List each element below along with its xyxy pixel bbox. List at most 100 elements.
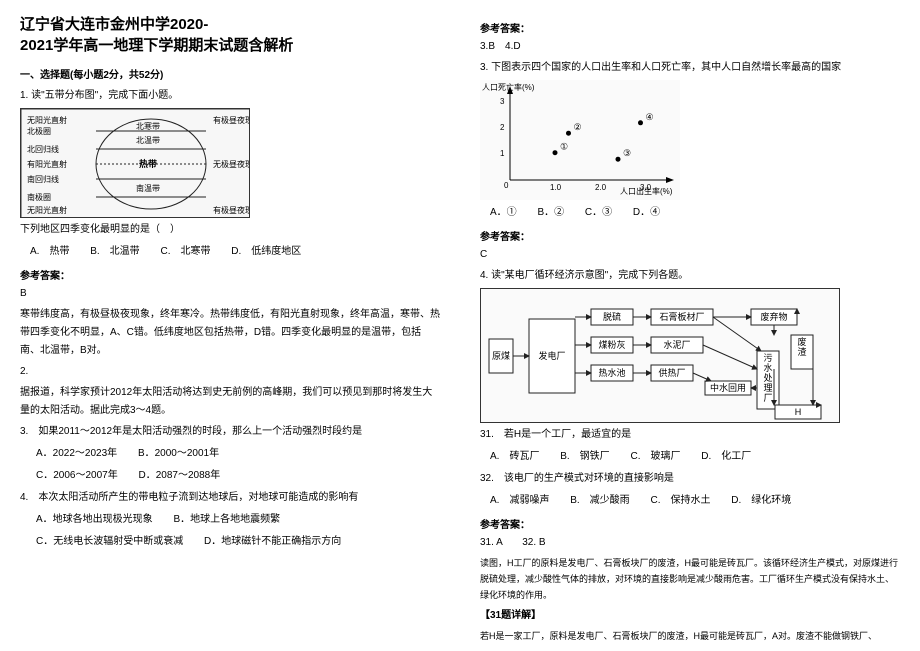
q31-detail-head: 【31题详解】 — [480, 607, 900, 625]
q2-intro: 据报道，科学家预计2012年太阳活动将达到史无前例的高峰期，我们可以预见到那时将… — [20, 384, 440, 420]
svg-text:有极昼夜现: 有极昼夜现 — [213, 205, 250, 215]
q4-opt-b: B．地球上各地地震频繁 — [173, 514, 280, 525]
scatter-chart: 人口死亡率(%) 人口出生率(%) 0 1.0 2.0 3.0 1 2 3 ①②… — [480, 80, 680, 200]
svg-text:石膏板材厂: 石膏板材厂 — [659, 311, 704, 322]
q3132-answer: 31. A 32. B — [480, 534, 900, 552]
q1-opt-d: D. 低纬度地区 — [231, 246, 301, 257]
q1-intro: 1. 读"五带分布图"，完成下面小题。 — [20, 87, 440, 105]
svg-text:南回归线: 南回归线 — [27, 174, 59, 184]
svg-text:南温带: 南温带 — [136, 183, 160, 193]
svg-text:3.0: 3.0 — [640, 183, 652, 192]
q3-options-row1: A．2022～2023年 B．2000～2001年 — [36, 445, 440, 463]
svg-text:无阳光直射: 无阳光直射 — [27, 115, 67, 125]
q32-text: 32. 该电厂的生产模式对环境的直接影响是 — [480, 470, 900, 488]
svg-text:北温带: 北温带 — [136, 136, 160, 145]
q3-options-row2: C．2006～2007年 D．2087～2088年 — [36, 467, 440, 485]
q3-opt-b: B．2000～2001年 — [138, 448, 219, 459]
svg-text:废弃物: 废弃物 — [760, 311, 787, 322]
svg-text:②: ② — [574, 122, 582, 132]
svg-text:无极昼夜现: 无极昼夜现 — [213, 159, 250, 169]
svg-text:热水池: 热水池 — [598, 367, 625, 378]
q1-answer: B — [20, 285, 440, 303]
svg-text:煤粉灰: 煤粉灰 — [598, 339, 625, 350]
svg-text:H: H — [795, 407, 802, 417]
q4-text: 4. 本次太阳活动所产生的带电粒子流到达地球后，对地球可能造成的影响有 — [20, 489, 440, 507]
svg-text:北极圈: 北极圈 — [27, 126, 51, 136]
svg-text:北寒带: 北寒带 — [136, 121, 160, 131]
q31-opt-a: A. 砖瓦厂 — [490, 451, 539, 462]
q3b-opt-a: A．① — [490, 207, 517, 218]
svg-text:废渣: 废渣 — [797, 336, 806, 357]
flow-diagram: 原煤 发电厂 脱硫 石膏板材厂煤粉灰 水泥厂热水池 供热厂 废弃物废渣污水处理厂 H 中水回用 — [480, 288, 840, 423]
q3132-ans-label: 参考答案： — [480, 516, 900, 531]
svg-text:原煤: 原煤 — [492, 350, 510, 361]
q1-opt-a: A. 热带 — [30, 246, 69, 257]
q32-opt-b: B. 减少酸雨 — [570, 495, 629, 506]
svg-text:水泥厂: 水泥厂 — [663, 339, 690, 350]
svg-text:人口死亡率(%): 人口死亡率(%) — [482, 82, 535, 92]
q3b-opt-d: D．④ — [633, 207, 660, 218]
q1-question: 下列地区四季变化最明显的是（ ） — [20, 221, 440, 239]
q31-opt-b: B. 钢铁厂 — [560, 451, 609, 462]
svg-text:①: ① — [560, 142, 568, 152]
part1-heading: 一、选择题(每小题2分，共52分) — [20, 66, 440, 81]
q1-opt-b: B. 北温带 — [90, 246, 139, 257]
q3-text: 3. 如果2011～2012年是太阳活动强烈的时段，那么上一个活动强烈时段约是 — [20, 423, 440, 441]
q3b-ans-label: 参考答案： — [480, 228, 900, 243]
q3b-opt-b: B．② — [537, 207, 564, 218]
q32-options: A. 减弱噪声 B. 减少酸雨 C. 保持水土 D. 绿化环境 — [490, 492, 900, 510]
q1-ans-label: 参考答案： — [20, 267, 440, 282]
q3-opt-a: A．2022～2023年 — [36, 448, 117, 459]
q31-detail: 若H是一家工厂，原料是发电厂、石膏板块厂的废渣，H最可能是砖瓦厂，A对。废渣不能… — [480, 628, 900, 644]
svg-text:有极昼夜现: 有极昼夜现 — [213, 115, 250, 125]
svg-text:2.0: 2.0 — [595, 183, 607, 192]
q4-options-row1: A．地球各地出现极光现象 B．地球上各地地震频繁 — [36, 511, 440, 529]
q3-opt-d: D．2087～2088年 — [139, 470, 221, 481]
q3b-opt-c: C．③ — [585, 207, 612, 218]
q1-explanation: 寒带纬度高，有极昼极夜现象，终年寒冷。热带纬度低，有阳光直射现象，终年高温，寒带… — [20, 306, 440, 360]
q34-ans-label: 参考答案： — [480, 20, 900, 35]
q1-opt-c: C. 北寒带 — [160, 246, 210, 257]
q3-opt-c: C．2006～2007年 — [36, 470, 118, 481]
q31-opt-d: D. 化工厂 — [701, 451, 751, 462]
q3132-explanation: 读图，H工厂的原料是发电厂、石膏板块厂的废渣，H最可能是砖瓦厂。该循环经济生产模… — [480, 555, 900, 604]
q31-opt-c: C. 玻璃厂 — [630, 451, 680, 462]
svg-text:0: 0 — [504, 181, 509, 190]
q1-options: A. 热带 B. 北温带 C. 北寒带 D. 低纬度地区 — [30, 243, 440, 261]
q3b-options: A．① B．② C．③ D．④ — [490, 204, 900, 222]
q4-opt-d: D．地球磁针不能正确指示方向 — [204, 536, 341, 547]
q4-options-row2: C．无线电长波辐射受中断或衰减 D．地球磁针不能正确指示方向 — [36, 533, 440, 551]
svg-text:供热厂: 供热厂 — [658, 367, 685, 378]
title-line-2: 2021学年高一地理下学期期末试题含解析 — [20, 37, 293, 54]
q3b-text: 3. 下图表示四个国家的人口出生率和人口死亡率，其中人口自然增长率最高的国家 — [480, 59, 900, 77]
q32-opt-d: D. 绿化环境 — [731, 495, 791, 506]
q4-opt-c: C．无线电长波辐射受中断或衰减 — [36, 536, 183, 547]
left-column: 辽宁省大连市金州中学2020- 2021学年高一地理下学期期末试题含解析 一、选… — [0, 0, 460, 651]
svg-text:无阳光直射: 无阳光直射 — [27, 205, 67, 215]
q31-text: 31. 若H是一个工厂，最适宜的是 — [480, 426, 900, 444]
svg-text:④: ④ — [646, 112, 654, 122]
right-column: 参考答案： 3.B 4.D 3. 下图表示四个国家的人口出生率和人口死亡率，其中… — [460, 0, 920, 651]
svg-text:3: 3 — [500, 97, 505, 106]
q3b-answer: C — [480, 246, 900, 264]
svg-text:③: ③ — [623, 148, 631, 158]
doc-title: 辽宁省大连市金州中学2020- 2021学年高一地理下学期期末试题含解析 — [20, 14, 440, 56]
svg-text:1: 1 — [500, 149, 505, 158]
svg-text:有阳光直射: 有阳光直射 — [27, 159, 67, 169]
q32-opt-a: A. 减弱噪声 — [490, 495, 549, 506]
q2-num: 2. — [20, 363, 440, 381]
svg-text:南极圈: 南极圈 — [27, 192, 51, 202]
svg-text:污水处理厂: 污水处理厂 — [763, 352, 772, 403]
svg-text:热带: 热带 — [139, 158, 157, 169]
svg-text:中水回用: 中水回用 — [710, 382, 746, 393]
svg-text:北回归线: 北回归线 — [27, 144, 59, 154]
q4b-intro: 4. 读"某电厂循环经济示意图"，完成下列各题。 — [480, 267, 900, 285]
svg-text:1.0: 1.0 — [550, 183, 562, 192]
q31-options: A. 砖瓦厂 B. 钢铁厂 C. 玻璃厂 D. 化工厂 — [490, 448, 900, 466]
svg-text:2: 2 — [500, 123, 505, 132]
q4-opt-a: A．地球各地出现极光现象 — [36, 514, 153, 525]
five-zone-diagram: 无阳光直射 有极昼夜现 北极圈 北寒带 北回归线 北温带 有阳光直射 热带 无极… — [20, 108, 250, 218]
q34-answer: 3.B 4.D — [480, 38, 900, 56]
svg-text:发电厂: 发电厂 — [538, 350, 565, 361]
svg-text:脱硫: 脱硫 — [603, 311, 621, 322]
